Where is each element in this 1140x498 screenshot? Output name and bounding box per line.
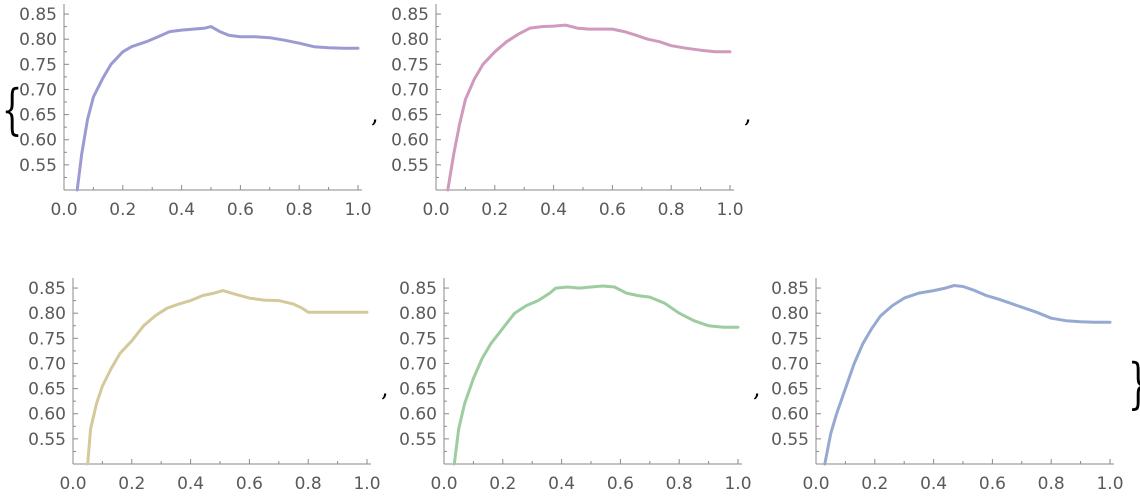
y-tick-label: 0.80 xyxy=(28,304,66,324)
x-tick-label: 0.0 xyxy=(430,474,457,494)
y-tick-label: 0.55 xyxy=(399,430,437,450)
x-tick-label: 0.2 xyxy=(861,474,888,494)
y-tick-label: 0.80 xyxy=(391,30,429,50)
y-tick-label: 0.60 xyxy=(19,131,57,151)
x-tick-label: 1.0 xyxy=(716,200,743,220)
plot-panel-2: 0.55 0.60 0.65 0.70 0.75 0.80 0.85 0.0 0.2 0.4 0.6… xyxy=(391,4,744,220)
y-tick-label: 0.65 xyxy=(771,380,809,400)
y-tick-label: 0.55 xyxy=(19,156,57,176)
y-tick-label: 0.60 xyxy=(399,405,437,425)
y-tick-label: 0.80 xyxy=(771,304,809,324)
x-tick-label: 0.6 xyxy=(227,200,254,220)
y-tick-label: 0.85 xyxy=(771,279,809,299)
plot-panel-4: 0.55 0.60 0.65 0.70 0.75 0.80 0.85 0.0 0.2 0.4 0.6… xyxy=(399,278,752,494)
list-comma-4: , xyxy=(753,374,761,402)
y-tick-label: 0.75 xyxy=(28,329,66,349)
y-tick-label: 0.75 xyxy=(399,329,437,349)
list-comma-2: , xyxy=(744,100,752,128)
x-tick-label: 0.0 xyxy=(802,474,829,494)
y-tick-label: 0.70 xyxy=(19,80,57,100)
y-tick-label: 0.70 xyxy=(28,354,66,374)
x-tick-label: 0.8 xyxy=(295,474,322,494)
x-tick-label: 0.0 xyxy=(50,200,77,220)
x-tick-label: 0.2 xyxy=(109,200,136,220)
y-tick-label: 0.80 xyxy=(399,304,437,324)
y-tick-label: 0.75 xyxy=(19,55,57,75)
y-tick-label: 0.80 xyxy=(19,30,57,50)
x-tick-label: 0.8 xyxy=(1038,474,1065,494)
y-tick-label: 0.85 xyxy=(19,5,57,25)
x-tick-label: 0.8 xyxy=(666,474,693,494)
y-tick-label: 0.70 xyxy=(399,354,437,374)
y-tick-label: 0.65 xyxy=(19,106,57,126)
x-tick-label: 0.6 xyxy=(607,474,634,494)
y-tick-label: 0.55 xyxy=(28,430,66,450)
x-tick-label: 0.0 xyxy=(422,200,449,220)
x-tick-label: 0.8 xyxy=(658,200,685,220)
x-tick-label: 0.6 xyxy=(236,474,263,494)
x-tick-label: 0.6 xyxy=(599,200,626,220)
x-tick-label: 0.4 xyxy=(540,200,567,220)
x-tick-label: 1.0 xyxy=(1096,474,1123,494)
y-tick-label: 0.85 xyxy=(391,5,429,25)
y-tick-label: 0.55 xyxy=(771,430,809,450)
y-tick-label: 0.65 xyxy=(28,380,66,400)
x-tick-label: 0.6 xyxy=(979,474,1006,494)
list-open-brace: { xyxy=(2,79,23,141)
x-tick-label: 1.0 xyxy=(353,474,380,494)
y-tick-label: 0.65 xyxy=(399,380,437,400)
plot-panel-1: 0.55 0.60 0.65 0.70 0.75 0.80 0.85 0.0 0.2 0.4 0.6… xyxy=(19,4,372,220)
x-tick-label: 0.4 xyxy=(168,200,195,220)
x-tick-label: 1.0 xyxy=(724,474,751,494)
series-line xyxy=(446,23,732,192)
y-tick-label: 0.60 xyxy=(771,405,809,425)
list-comma-1: , xyxy=(371,100,379,128)
y-tick-label: 0.85 xyxy=(399,279,437,299)
series-line xyxy=(86,289,369,466)
x-tick-label: 0.4 xyxy=(920,474,947,494)
y-tick-label: 0.65 xyxy=(391,106,429,126)
y-tick-label: 0.85 xyxy=(28,279,66,299)
x-tick-label: 0.4 xyxy=(548,474,575,494)
series-line xyxy=(452,284,740,466)
series-line xyxy=(75,25,360,192)
y-tick-label: 0.60 xyxy=(391,131,429,151)
y-tick-label: 0.70 xyxy=(391,80,429,100)
y-tick-label: 0.60 xyxy=(28,405,66,425)
list-close-brace: } xyxy=(1128,353,1140,415)
plot-panel-3: 0.55 0.60 0.65 0.70 0.75 0.80 0.85 0.0 0.2 0.4 0.6… xyxy=(28,278,381,494)
y-tick-label: 0.55 xyxy=(391,156,429,176)
x-tick-label: 1.0 xyxy=(344,200,371,220)
list-comma-3: , xyxy=(381,374,389,402)
y-tick-label: 0.70 xyxy=(771,354,809,374)
x-tick-label: 0.2 xyxy=(489,474,516,494)
plot-panel-5: 0.55 0.60 0.65 0.70 0.75 0.80 0.85 0.0 0.2 0.4 0.6… xyxy=(771,278,1124,494)
series-line xyxy=(823,284,1112,466)
x-tick-label: 0.4 xyxy=(177,474,204,494)
y-tick-label: 0.75 xyxy=(391,55,429,75)
x-tick-label: 0.0 xyxy=(59,474,86,494)
x-tick-label: 0.2 xyxy=(481,200,508,220)
x-tick-label: 0.8 xyxy=(286,200,313,220)
x-tick-label: 0.2 xyxy=(118,474,145,494)
y-tick-label: 0.75 xyxy=(771,329,809,349)
